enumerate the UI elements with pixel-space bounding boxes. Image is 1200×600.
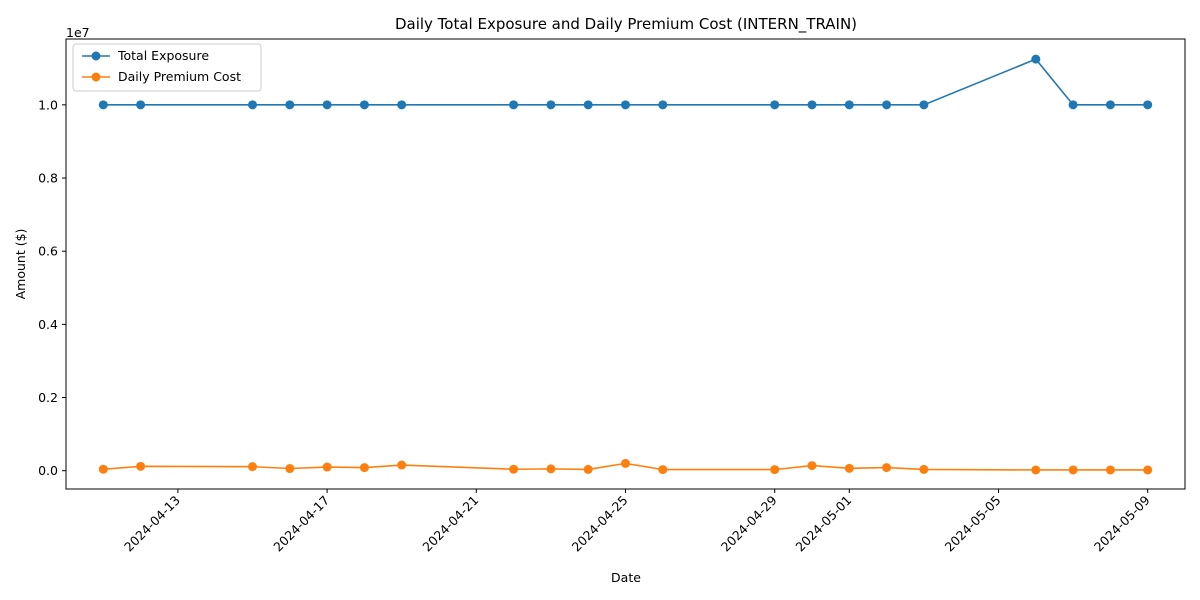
x-tick-label: 2024-04-17 bbox=[270, 493, 332, 555]
data-point-total-exposure bbox=[546, 100, 556, 110]
data-point-daily-premium-cost bbox=[658, 465, 668, 475]
data-point-daily-premium-cost bbox=[322, 462, 332, 472]
data-point-daily-premium-cost bbox=[621, 458, 630, 468]
x-tick-label: 2024-05-01 bbox=[792, 493, 854, 555]
data-point-daily-premium-cost bbox=[397, 460, 407, 470]
data-point-total-exposure bbox=[136, 100, 146, 110]
data-point-total-exposure bbox=[1031, 54, 1041, 64]
chart-title: Daily Total Exposure and Daily Premium C… bbox=[395, 15, 857, 34]
y-tick-label: 0.0 bbox=[38, 463, 58, 478]
legend: Total Exposure Daily Premium Cost bbox=[72, 43, 262, 92]
data-point-total-exposure bbox=[98, 100, 108, 110]
data-point-total-exposure bbox=[1105, 100, 1115, 110]
data-point-total-exposure bbox=[882, 100, 892, 110]
data-point-total-exposure bbox=[248, 100, 257, 110]
x-tick-label: 2024-04-29 bbox=[718, 492, 780, 554]
y-axis-ticks: 0.0 0.2 0.4 0.6 0.8 1.0 bbox=[38, 97, 66, 478]
data-point-total-exposure bbox=[770, 100, 780, 110]
plot-area bbox=[65, 38, 1186, 490]
data-point-daily-premium-cost bbox=[919, 464, 929, 474]
data-point-total-exposure bbox=[807, 100, 817, 110]
series-layer bbox=[98, 54, 1153, 475]
y-tick-label: 0.4 bbox=[38, 317, 58, 332]
x-axis-label: Date bbox=[611, 570, 641, 585]
x-tick-label: 2024-04-13 bbox=[121, 493, 183, 555]
data-point-daily-premium-cost bbox=[98, 464, 108, 474]
data-point-daily-premium-cost bbox=[546, 464, 556, 474]
data-point-total-exposure bbox=[658, 100, 668, 110]
x-tick-label: 2024-05-05 bbox=[942, 493, 1004, 555]
y-tick-label: 0.2 bbox=[38, 390, 58, 405]
data-point-total-exposure bbox=[322, 100, 332, 110]
data-point-daily-premium-cost bbox=[882, 463, 892, 473]
data-point-total-exposure bbox=[359, 100, 369, 110]
data-point-daily-premium-cost bbox=[770, 465, 780, 475]
y-offset-text: 1e7 bbox=[66, 25, 90, 40]
x-tick-label: 2024-04-25 bbox=[569, 493, 631, 555]
data-point-total-exposure bbox=[919, 100, 929, 110]
y-tick-label: 0.8 bbox=[38, 171, 58, 186]
y-tick-label: 1.0 bbox=[38, 97, 58, 112]
data-point-daily-premium-cost bbox=[136, 461, 146, 471]
data-point-total-exposure bbox=[621, 100, 630, 110]
data-point-daily-premium-cost bbox=[807, 461, 817, 471]
y-axis-label: Amount ($) bbox=[13, 229, 28, 300]
data-point-daily-premium-cost bbox=[248, 462, 257, 472]
x-tick-label: 2024-04-21 bbox=[419, 493, 481, 555]
data-point-daily-premium-cost bbox=[844, 463, 854, 473]
x-axis-ticks: 2024-04-13 2024-04-17 2024-04-21 2024-04-25… bbox=[121, 489, 1153, 554]
legend-marker-daily-premium-cost bbox=[91, 72, 101, 82]
y-tick-label: 0.6 bbox=[38, 244, 58, 259]
data-point-total-exposure bbox=[285, 100, 295, 110]
data-point-daily-premium-cost bbox=[359, 463, 369, 473]
data-point-daily-premium-cost bbox=[1143, 465, 1153, 475]
data-point-total-exposure bbox=[1143, 100, 1153, 110]
data-point-daily-premium-cost bbox=[285, 464, 295, 474]
data-point-total-exposure bbox=[509, 100, 519, 110]
data-point-daily-premium-cost bbox=[1105, 465, 1115, 475]
data-point-total-exposure bbox=[583, 100, 593, 110]
legend-label-total-exposure: Total Exposure bbox=[117, 48, 209, 63]
data-point-total-exposure bbox=[397, 100, 407, 110]
data-point-daily-premium-cost bbox=[1068, 465, 1078, 475]
legend-label-daily-premium-cost: Daily Premium Cost bbox=[118, 69, 241, 84]
data-point-daily-premium-cost bbox=[1031, 465, 1041, 475]
data-point-total-exposure bbox=[844, 100, 854, 110]
legend-marker-total-exposure bbox=[91, 51, 101, 61]
legend-box bbox=[72, 43, 262, 92]
data-point-total-exposure bbox=[1068, 100, 1078, 110]
x-tick-label: 2024-05-09 bbox=[1091, 492, 1153, 554]
data-point-daily-premium-cost bbox=[583, 464, 593, 474]
data-point-daily-premium-cost bbox=[509, 464, 519, 474]
